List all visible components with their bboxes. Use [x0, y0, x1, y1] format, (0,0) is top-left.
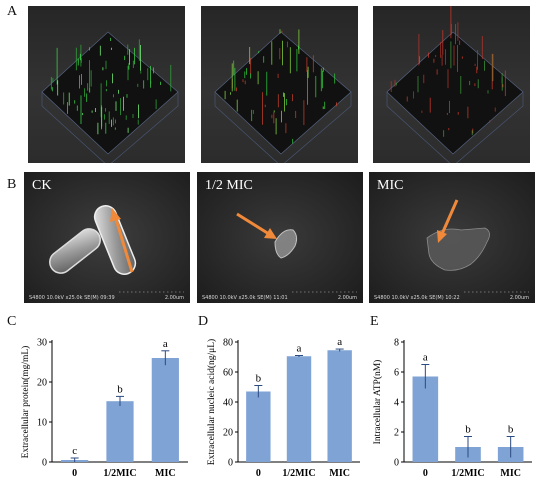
significance-letter: a — [163, 338, 168, 350]
significance-letter: b — [256, 373, 262, 385]
surface-edge — [456, 92, 524, 163]
y-tick-label: 20 — [37, 378, 47, 389]
x-tick-label: MIC — [500, 468, 521, 479]
sem-info-mic: S4800 10.0kV x25.0k SE(M) 10:22 — [374, 295, 460, 301]
sem-info-ck: S4800 10.0kV x25.0k SE(M) 09:39 — [29, 295, 115, 301]
y-tick-label: 0 — [394, 458, 399, 469]
sem-scale-ck: 2.00um — [164, 295, 184, 301]
x-tick-label: 1/2MIC — [282, 468, 315, 479]
bar — [246, 391, 271, 462]
y-tick-label: 20 — [223, 428, 233, 439]
chart-intracellular-atp: 0 2 4 6 8 Intracellular ATP(nM) a 0 b 1/2MIC b MIC — [372, 338, 532, 479]
bar — [286, 356, 312, 462]
x-tick-label: 0 — [256, 468, 261, 479]
chart-extracellular-protein: 0 10 20 30 Extracellular protein(mg/mL) c 0 b 1/… — [20, 338, 188, 479]
surface-edge — [41, 92, 106, 163]
significance-letter: a — [337, 336, 342, 348]
surface-base — [41, 31, 179, 155]
significance-letter: a — [423, 352, 428, 364]
sem-scale-half-mic: 2.00um — [337, 295, 357, 301]
sem-info-half-mic: S4800 10.0kV x25.0k SE(M) 11:01 — [202, 295, 288, 301]
y-tick-label: 30 — [37, 338, 47, 349]
sem-image-mic: MIC S4800 10.0kV x25.0k SE(M) 10:22 2.00… — [369, 172, 535, 303]
surface-plot-half-mic — [201, 6, 358, 163]
y-tick-label: 80 — [223, 338, 233, 349]
sem-image-half-mic: 1/2 MIC S4800 10.0kV x25.0k SE(M) 11:01 … — [197, 172, 363, 303]
surface-plot-mic — [373, 6, 530, 163]
significance-letter: a — [297, 343, 302, 355]
y-tick-label: 4 — [394, 398, 399, 409]
surface-edge — [214, 92, 279, 163]
bar — [412, 376, 439, 462]
panel-letter-a: A — [7, 4, 18, 19]
x-tick-label: MIC — [155, 468, 176, 479]
bar — [106, 401, 134, 462]
y-tick-label: 40 — [223, 398, 233, 409]
panel-letter-c: C — [7, 314, 17, 329]
significance-letter: c — [72, 445, 77, 457]
significance-letter: b — [465, 424, 471, 436]
panel-letter-b: B — [7, 177, 17, 192]
chart-extracellular-nucleic-acid: 0 20 40 60 80 Extracellular nucleic acid(ng/μ… — [206, 336, 360, 479]
y-tick-label: 8 — [394, 338, 399, 349]
y-tick-label: 60 — [223, 368, 233, 379]
bar — [327, 350, 352, 462]
y-tick-label: 2 — [394, 428, 399, 439]
panel-letter-d: D — [198, 314, 209, 329]
significance-letter: b — [508, 424, 514, 436]
surface-edge — [111, 92, 179, 163]
y-tick-label: 0 — [228, 458, 233, 469]
significance-letter: b — [117, 383, 123, 395]
surface-edge — [284, 92, 352, 163]
y-axis-label: Extracellular nucleic acid(ng/μL) — [206, 339, 217, 465]
y-tick-label: 10 — [37, 418, 47, 429]
y-axis-label: Extracellular protein(mg/mL) — [20, 346, 31, 459]
x-tick-label: MIC — [329, 468, 350, 479]
x-tick-label: 1/2MIC — [451, 468, 484, 479]
y-axis-label: Intracellular ATP(nM) — [372, 360, 383, 445]
sem-label-mic: MIC — [377, 178, 404, 193]
sem-scale-mic: 2.00um — [509, 295, 529, 301]
x-tick-label: 0 — [423, 468, 428, 479]
surface-plot-ck — [28, 6, 185, 163]
y-tick-label: 0 — [42, 458, 47, 469]
sem-label-ck: CK — [32, 178, 52, 193]
x-tick-label: 1/2MIC — [103, 468, 136, 479]
surface-base — [386, 31, 524, 155]
y-tick-label: 6 — [394, 368, 399, 379]
x-tick-label: 0 — [72, 468, 77, 479]
surface-edge — [386, 92, 451, 163]
sem-label-half-mic: 1/2 MIC — [205, 178, 253, 193]
panel-letter-e: E — [370, 314, 379, 329]
sem-image-ck: CK S4800 10.0kV x25.0k SE(M) 09:39 2.00u… — [24, 172, 190, 303]
bar — [151, 358, 179, 462]
